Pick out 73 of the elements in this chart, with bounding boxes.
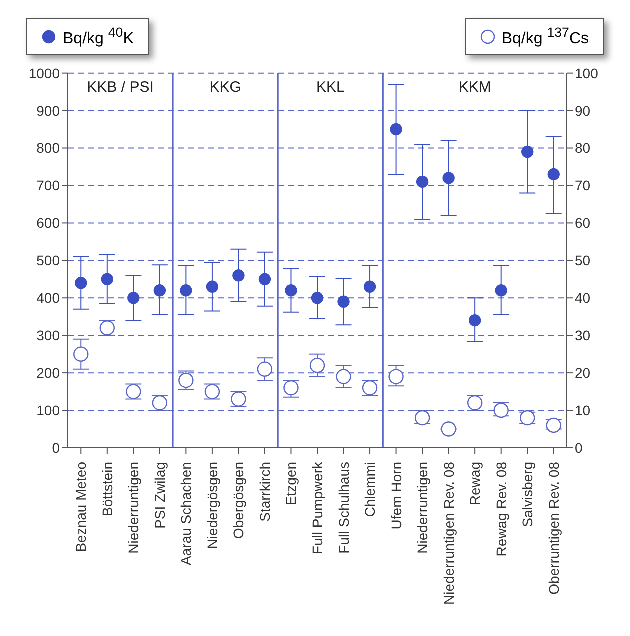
y2-tick-label: 40 (575, 290, 591, 306)
point (416, 176, 429, 188)
point (285, 284, 298, 297)
point (257, 362, 273, 377)
y-tick-label: 900 (36, 102, 60, 119)
annotation: KKB / PSI (87, 78, 154, 96)
y-tick-label: 0 (52, 440, 60, 456)
point (258, 273, 272, 286)
point (338, 296, 350, 308)
x-tick-label: Chlemmi (362, 462, 378, 518)
x-tick-label: Rewag Rev. 08 (493, 462, 510, 557)
y-tick-label: 400 (36, 290, 60, 306)
point (388, 369, 404, 384)
point (468, 314, 482, 327)
point (364, 280, 376, 293)
y2-tick-label: 30 (575, 328, 591, 344)
x-tick-label: Aarau Schachen (178, 462, 194, 566)
point (311, 292, 324, 304)
x-tick-label: Salvisberg (520, 462, 536, 528)
y-tick-label: 300 (36, 328, 60, 344)
y-tick-label: 800 (36, 140, 60, 156)
point (442, 172, 455, 184)
point (522, 146, 534, 158)
y2-tick-label: 50 (575, 252, 591, 269)
point (206, 280, 219, 293)
x-tick-label: Ufem Horn (388, 462, 404, 530)
point (180, 284, 192, 297)
y-tick-label: 700 (36, 178, 60, 194)
y-tick-label: 1000 (28, 65, 60, 82)
y2-tick-label: 20 (575, 365, 591, 382)
x-tick-label: Niederruntigen (414, 462, 431, 554)
x-tick-label: Beznau Meteo (73, 462, 90, 552)
legend-label: Bq/kg $^{137}$Cs (502, 25, 589, 48)
point (232, 270, 245, 282)
x-tick-label: Oberruntigen Rev. 08 (546, 462, 562, 595)
y-tick-label: 500 (36, 252, 60, 269)
y2-tick-label: 90 (575, 102, 591, 119)
point (101, 273, 114, 286)
point (441, 422, 456, 437)
point (336, 369, 352, 384)
point (75, 277, 88, 290)
point (154, 284, 166, 297)
x-tick-label: Full Schulhaus (336, 462, 352, 554)
y-tick-label: 600 (36, 215, 60, 232)
x-tick-label: Full Pumpwerk (310, 461, 326, 555)
point (495, 284, 508, 297)
point (310, 358, 326, 374)
y2-tick-label: 0 (575, 440, 583, 456)
x-tick-label: Niedergösgen (204, 462, 220, 550)
annotation: KKL (316, 78, 345, 96)
x-tick-label: Niederruntigen (126, 462, 142, 554)
point (548, 168, 560, 181)
y2-tick-label: 80 (575, 140, 591, 156)
point (546, 418, 562, 434)
y2-tick-label: 60 (575, 215, 591, 232)
annotation: KKG (210, 78, 242, 96)
annotation: KKM (458, 78, 492, 96)
point (128, 292, 140, 304)
legend-label: Bq/kg $^{40}$K (63, 25, 134, 48)
y-tick-label: 100 (36, 402, 60, 419)
x-tick-label: Obergösgen (230, 462, 247, 540)
x-tick-label: Böttstein (99, 462, 116, 516)
y2-tick-label: 70 (575, 178, 591, 194)
y2-tick-label: 100 (575, 65, 599, 82)
y-tick-label: 200 (36, 365, 60, 382)
y2-tick-label: 10 (575, 402, 591, 419)
x-tick-label: Starrkirch (256, 462, 273, 522)
point (74, 346, 89, 362)
x-tick-label: PSI Zwilag (152, 462, 168, 529)
x-tick-label: Rewag (467, 462, 484, 506)
point (390, 123, 402, 136)
x-tick-label: Etzgen (283, 462, 300, 506)
x-tick-label: Niederruntigen Rev. 08 (440, 462, 457, 605)
